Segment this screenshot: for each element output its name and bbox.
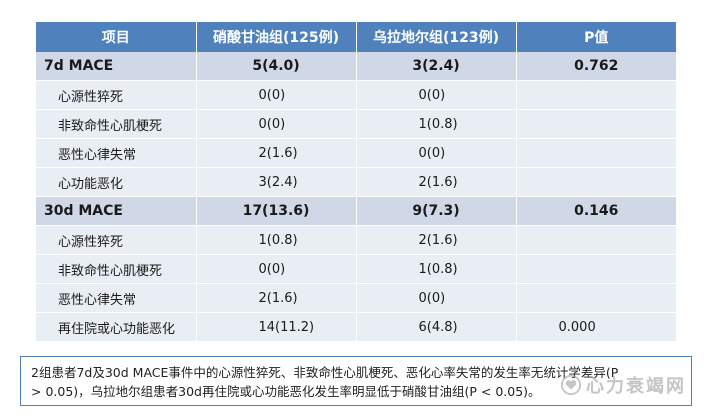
row-label: 心源性猝死: [36, 80, 197, 110]
results-table: 项目 硝酸甘油组(125例) 乌拉地尔组(123例) P值 7d MACE 5(4…: [36, 22, 676, 342]
header-nitroglycerin: 硝酸甘油组(125例): [196, 22, 357, 52]
p-value: [516, 283, 676, 313]
p-value: 0.762: [516, 52, 676, 81]
p-value: 0.000: [516, 312, 676, 342]
nitroglycerin-value: 1(0.8): [196, 225, 357, 255]
table-row: 心功能恶化 3(2.4) 2(1.6): [36, 167, 676, 197]
urapidil-value: 0(0): [356, 283, 517, 313]
nitroglycerin-value: 0(0): [196, 109, 357, 139]
p-value: [516, 138, 676, 168]
urapidil-value: 2(1.6): [356, 167, 517, 197]
nitroglycerin-value: 2(1.6): [196, 283, 357, 313]
row-label: 7d MACE: [36, 52, 197, 81]
table-row-main: 30d MACE 17(13.6) 9(7.3) 0.146: [36, 196, 676, 226]
row-label: 再住院或心功能恶化: [36, 312, 197, 342]
row-label: 心源性猝死: [36, 225, 197, 255]
header-urapidil: 乌拉地尔组(123例): [356, 22, 517, 52]
header-item: 项目: [36, 22, 197, 52]
nitroglycerin-value: 0(0): [196, 254, 357, 284]
table-row: 恶性心律失常 2(1.6) 0(0): [36, 283, 676, 313]
urapidil-value: 2(1.6): [356, 225, 517, 255]
footnote-line-1: 2组患者7d及30d MACE事件中的心源性猝死、非致命性心肌梗死、恶化心率失常…: [31, 365, 619, 380]
footnote-line-2: > 0.05)，乌拉地尔组患者30d再住院或心功能恶化发生率明显低于硝酸甘油组(…: [31, 384, 541, 399]
heart-logo-icon: [560, 374, 582, 396]
urapidil-value: 9(7.3): [356, 196, 517, 226]
p-value: [516, 109, 676, 139]
watermark: 心力衰竭网: [560, 372, 686, 398]
table-row: 再住院或心功能恶化 14(11.2) 6(4.8) 0.000: [36, 312, 676, 342]
table-row: 心源性猝死 0(0) 0(0): [36, 80, 676, 110]
urapidil-value: 0(0): [356, 80, 517, 110]
p-value: [516, 254, 676, 284]
nitroglycerin-value: 3(2.4): [196, 167, 357, 197]
row-label: 心功能恶化: [36, 167, 197, 197]
row-label: 非致命性心肌梗死: [36, 109, 197, 139]
nitroglycerin-value: 14(11.2): [196, 312, 357, 342]
row-label: 恶性心律失常: [36, 283, 197, 313]
row-label: 非致命性心肌梗死: [36, 254, 197, 284]
p-value: [516, 80, 676, 110]
row-label: 恶性心律失常: [36, 138, 197, 168]
urapidil-value: 6(4.8): [356, 312, 517, 342]
urapidil-value: 1(0.8): [356, 109, 517, 139]
row-label: 30d MACE: [36, 196, 197, 226]
header-p-value: P值: [516, 22, 676, 52]
table-row-main: 7d MACE 5(4.0) 3(2.4) 0.762: [36, 52, 676, 81]
table-row: 非致命性心肌梗死 0(0) 1(0.8): [36, 109, 676, 139]
watermark-text: 心力衰竭网: [586, 376, 686, 397]
p-value: 0.146: [516, 196, 676, 226]
table-row: 非致命性心肌梗死 0(0) 1(0.8): [36, 254, 676, 284]
table-row: 心源性猝死 1(0.8) 2(1.6): [36, 225, 676, 255]
nitroglycerin-value: 0(0): [196, 80, 357, 110]
nitroglycerin-value: 2(1.6): [196, 138, 357, 168]
p-value: [516, 225, 676, 255]
header-row: 项目 硝酸甘油组(125例) 乌拉地尔组(123例) P值: [36, 22, 676, 52]
urapidil-value: 3(2.4): [356, 52, 517, 81]
table-row: 恶性心律失常 2(1.6) 0(0): [36, 138, 676, 168]
urapidil-value: 0(0): [356, 138, 517, 168]
nitroglycerin-value: 5(4.0): [196, 52, 357, 81]
p-value: [516, 167, 676, 197]
nitroglycerin-value: 17(13.6): [196, 196, 357, 226]
urapidil-value: 1(0.8): [356, 254, 517, 284]
